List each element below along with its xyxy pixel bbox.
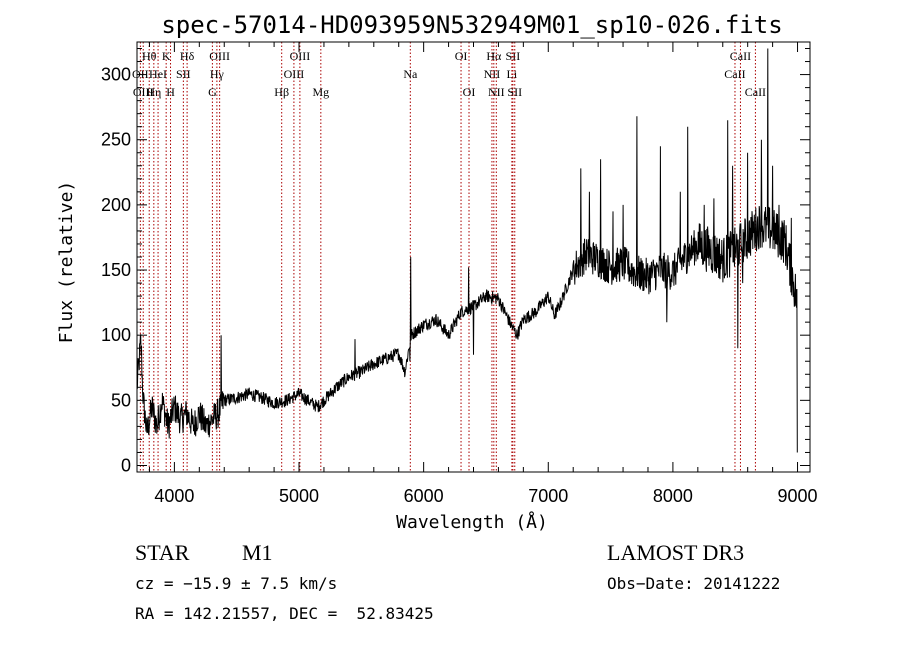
- x-axis: 4000 5000 6000 7000 8000 9000: [148, 42, 818, 506]
- y-tick-label-2: 100: [101, 325, 131, 345]
- x-axis-label: Wavelength (Å): [396, 511, 548, 533]
- marker-label-19: NII: [484, 67, 501, 81]
- x-tick-label-3: 7000: [528, 486, 568, 506]
- x-tick-label-0: 4000: [154, 486, 194, 506]
- marker-label-0: OII: [132, 67, 149, 81]
- marker-label-14: OIII: [290, 49, 311, 63]
- marker-label-13: OIII: [284, 67, 305, 81]
- marker-label-11: OIII: [209, 49, 230, 63]
- coordinates: RA = 142.21557, DEC = 52.83425: [135, 604, 434, 623]
- redshift-info: cz = −15.9 ± 7.5 km/s: [135, 574, 338, 593]
- survey-name: LAMOST DR3: [607, 540, 745, 565]
- marker-label-2: Hθ: [142, 49, 157, 63]
- y-axis: 0 50 100 150 200 250 300: [101, 48, 810, 475]
- marker-label-8: Hδ: [180, 49, 195, 63]
- marker-label-16: Na: [403, 67, 418, 81]
- marker-label-6: H: [166, 85, 175, 99]
- marker-label-1: OIII: [133, 85, 154, 99]
- x-tick-label-2: 6000: [404, 486, 444, 506]
- marker-label-5: K: [162, 49, 171, 63]
- observation-date: Obs−Date: 20141222: [607, 574, 781, 593]
- marker-label-7: SII: [176, 67, 191, 81]
- x-tick-label-4: 8000: [653, 486, 693, 506]
- marker-label-9: G: [208, 85, 217, 99]
- y-tick-label-6: 300: [101, 65, 131, 85]
- spectrum-line: [136, 48, 798, 453]
- marker-label-24: SII: [507, 85, 522, 99]
- marker-label-18: OI: [463, 85, 476, 99]
- marker-label-4: HeI: [149, 67, 167, 81]
- marker-label-12: Hβ: [274, 85, 289, 99]
- object-class: STAR: [135, 540, 190, 565]
- emission-line-markers: OIIOIIIHθHηHeIKHSIIHδGHγOIIIHβOIIIOIIIMg…: [132, 42, 766, 472]
- marker-label-25: CaII: [724, 67, 745, 81]
- x-tick-label-5: 9000: [778, 486, 818, 506]
- x-tick-label-1: 5000: [279, 486, 319, 506]
- marker-label-3: Hη: [146, 85, 161, 99]
- marker-label-17: OI: [455, 49, 468, 63]
- y-tick-label-1: 50: [111, 390, 131, 410]
- marker-label-10: Hγ: [210, 67, 225, 81]
- marker-label-26: CaII: [730, 49, 751, 63]
- y-tick-label-4: 200: [101, 195, 131, 215]
- marker-label-21: NII: [488, 85, 505, 99]
- chart-title: spec-57014-HD093959N532949M01_sp10-026.f…: [161, 11, 782, 39]
- y-tick-label-3: 150: [101, 260, 131, 280]
- object-subclass: M1: [242, 540, 273, 565]
- spectrum-layer: [136, 48, 798, 453]
- y-tick-label-0: 0: [121, 455, 131, 475]
- y-axis-label: Flux (relative): [56, 181, 77, 344]
- marker-label-27: CaII: [745, 85, 766, 99]
- marker-label-23: SII: [506, 49, 521, 63]
- marker-label-22: Li: [507, 67, 518, 81]
- marker-label-15: Mg: [312, 85, 329, 99]
- y-tick-label-5: 250: [101, 130, 131, 150]
- marker-label-20: Hα: [486, 49, 502, 63]
